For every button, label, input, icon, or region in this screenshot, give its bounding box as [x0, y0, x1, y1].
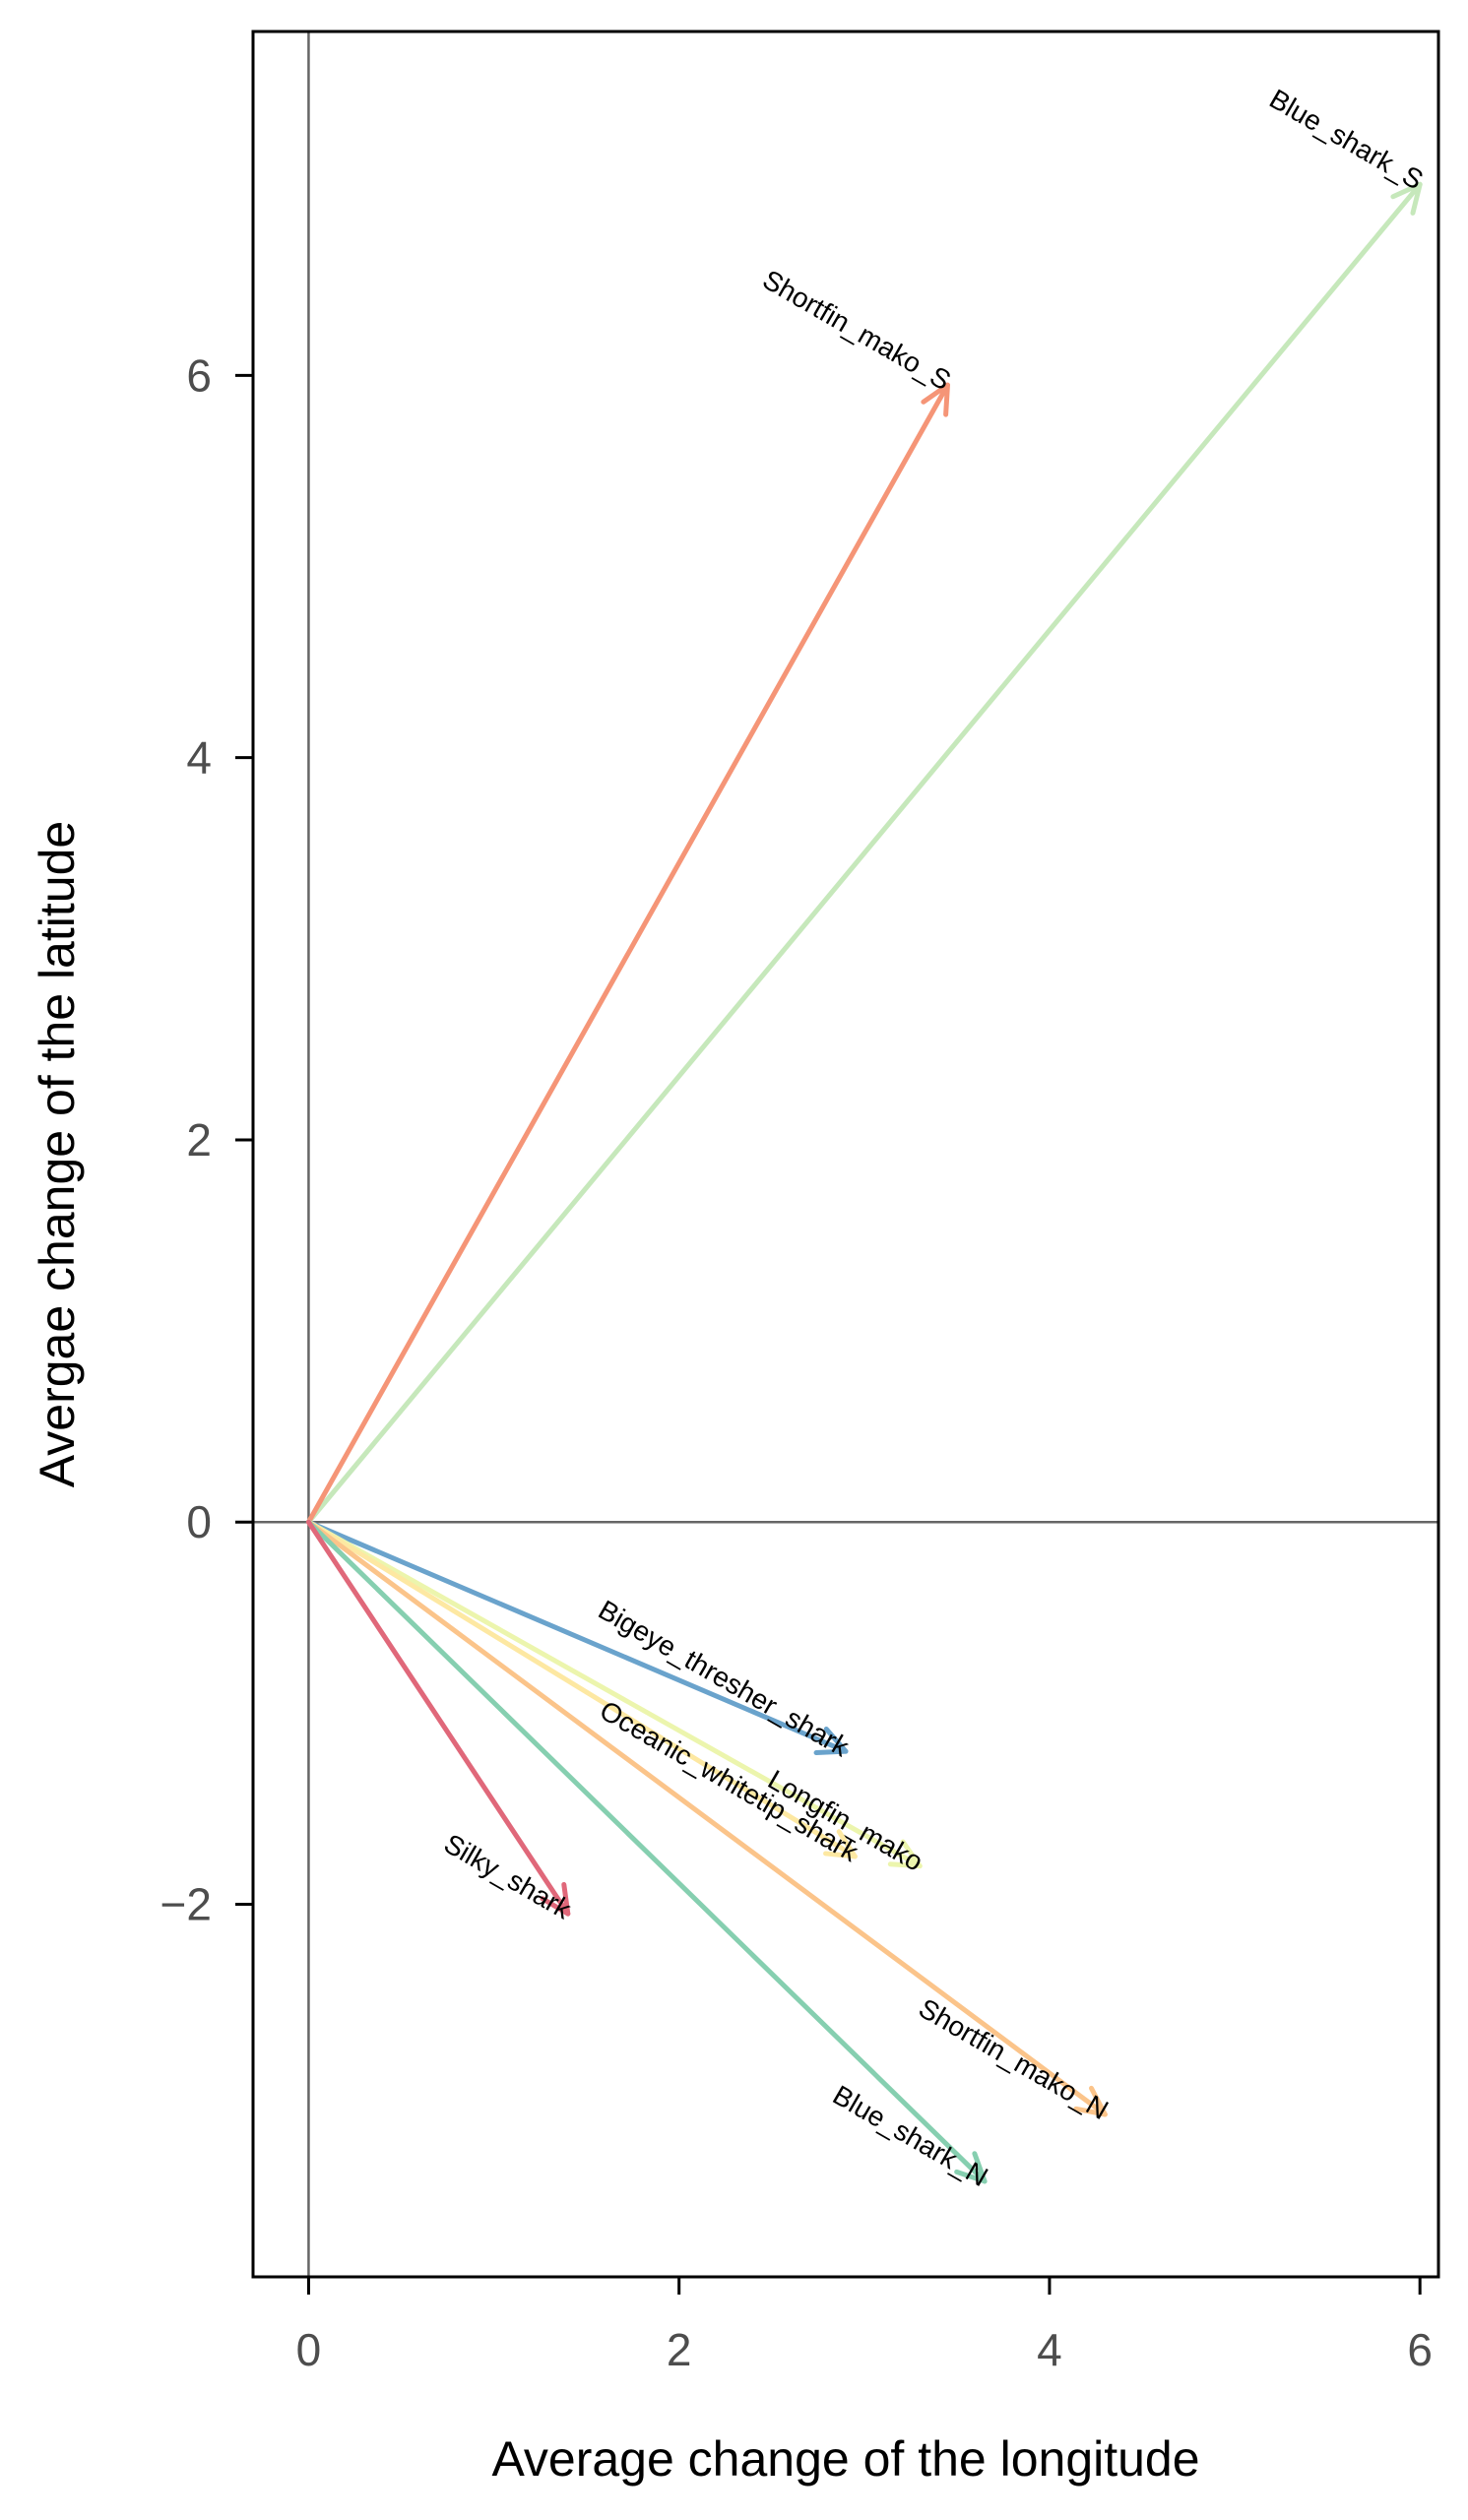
- vector-arrowhead: [954, 2151, 988, 2184]
- plot-frame: [251, 30, 1440, 2279]
- vector-arrow: [305, 1519, 858, 1859]
- vector-arrow: [305, 181, 1423, 1525]
- vector-label: Shortfin_mako_S: [757, 264, 956, 396]
- vector-arrowhead: [813, 1727, 849, 1756]
- vector-arrowhead: [887, 1839, 923, 1869]
- x-tick-label: 6: [1407, 2324, 1433, 2375]
- y-tick-label: 4: [186, 732, 212, 784]
- x-axis-title: Average change of the longitude: [491, 2431, 1199, 2487]
- vector-arrowhead: [540, 1881, 571, 1917]
- x-tick-label: 4: [1037, 2324, 1062, 2375]
- y-tick-label: 6: [186, 349, 212, 401]
- vector-label: Blue_shark_N: [828, 2079, 993, 2192]
- vector-arrow: [305, 1519, 849, 1754]
- vector-label: Blue_shark_S: [1264, 83, 1428, 195]
- x-tick-label: 0: [296, 2324, 322, 2375]
- vector-arrowhead: [823, 1829, 858, 1859]
- vector-arrow: [305, 1519, 988, 2184]
- vector-arrow: [305, 1519, 1108, 2117]
- y-tick-label: −2: [160, 1878, 212, 1929]
- x-tick-label: 2: [667, 2324, 692, 2375]
- y-axis-title: Avergae change of the latitude: [30, 821, 85, 1487]
- vector-arrowhead: [921, 382, 950, 417]
- vector-arrow: [305, 1519, 923, 1869]
- vector-arrow: [305, 1519, 571, 1917]
- vector-arrowhead: [1390, 181, 1423, 216]
- plot-area: 0 2 4 6−20246Blue_shark_SShortfin_mako_SBig…: [160, 30, 1440, 2375]
- vector-label: Shortfin_mako_N: [914, 1992, 1114, 2125]
- y-tick-label: 0: [186, 1496, 212, 1547]
- y-tick-label: 2: [186, 1114, 212, 1166]
- vector-arrow: [305, 382, 950, 1525]
- vector-label: Silky_shark: [439, 1828, 577, 1925]
- vector-arrowhead: [1073, 2085, 1108, 2117]
